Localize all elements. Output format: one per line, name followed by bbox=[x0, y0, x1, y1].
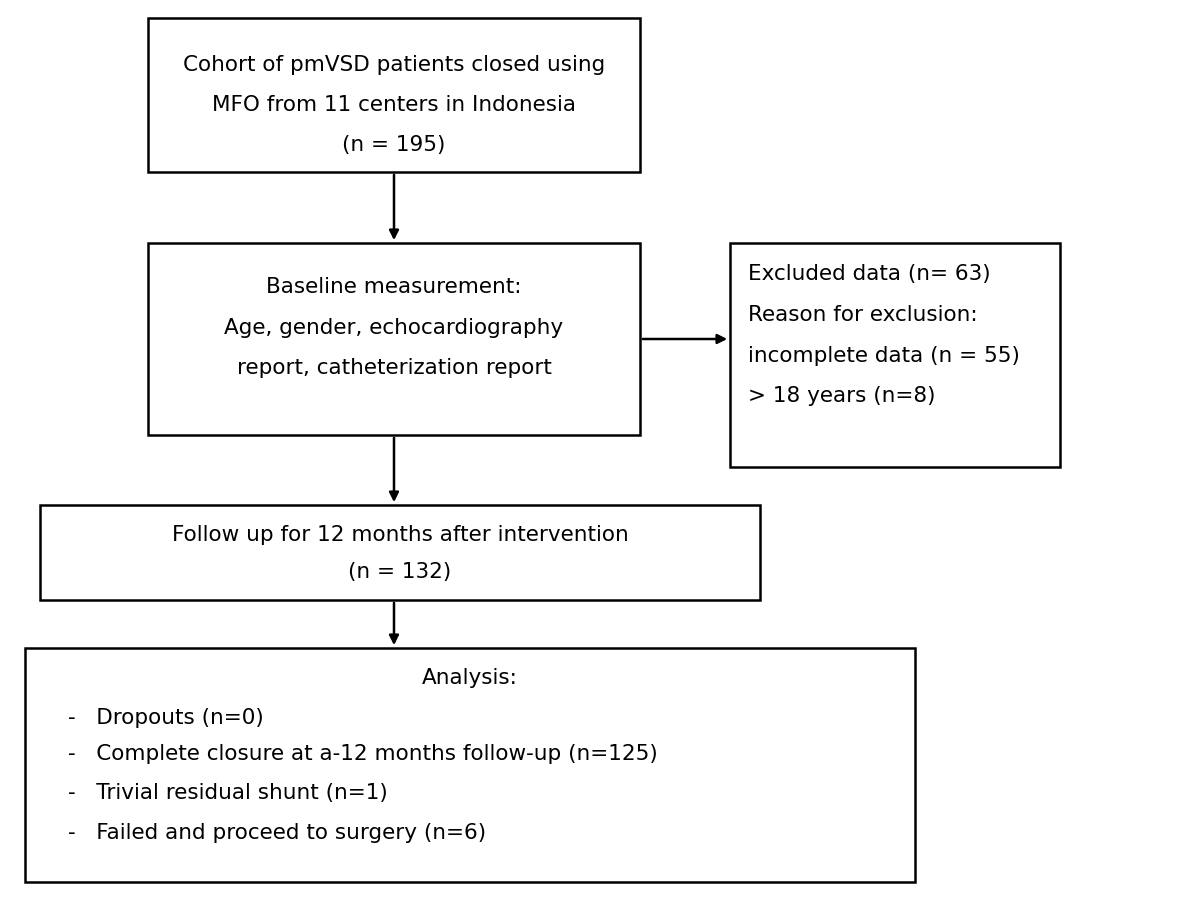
Text: Reason for exclusion:: Reason for exclusion: bbox=[748, 305, 978, 325]
Bar bbox=[25, 648, 916, 882]
Bar bbox=[148, 18, 640, 172]
Text: incomplete data (n = 55): incomplete data (n = 55) bbox=[748, 346, 1020, 366]
Text: (n = 195): (n = 195) bbox=[342, 135, 445, 155]
Text: -   Dropouts (n=0): - Dropouts (n=0) bbox=[68, 708, 264, 728]
Text: Age, gender, echocardiography: Age, gender, echocardiography bbox=[224, 318, 564, 338]
Text: Excluded data (n= 63): Excluded data (n= 63) bbox=[748, 264, 991, 284]
Text: Analysis:: Analysis: bbox=[422, 668, 518, 688]
Text: Cohort of pmVSD patients closed using: Cohort of pmVSD patients closed using bbox=[182, 55, 605, 75]
Text: (n = 132): (n = 132) bbox=[348, 562, 451, 582]
Text: -   Trivial residual shunt (n=1): - Trivial residual shunt (n=1) bbox=[68, 783, 388, 803]
Text: -   Complete closure at a-12 months follow-up (n=125): - Complete closure at a-12 months follow… bbox=[68, 744, 658, 764]
Text: report, catheterization report: report, catheterization report bbox=[236, 358, 552, 378]
Bar bbox=[730, 243, 1060, 467]
Text: -   Failed and proceed to surgery (n=6): - Failed and proceed to surgery (n=6) bbox=[68, 823, 486, 843]
Text: Follow up for 12 months after intervention: Follow up for 12 months after interventi… bbox=[172, 525, 629, 545]
Text: Baseline measurement:: Baseline measurement: bbox=[266, 277, 522, 297]
Bar bbox=[40, 505, 760, 600]
Bar bbox=[148, 243, 640, 435]
Text: > 18 years (n=8): > 18 years (n=8) bbox=[748, 386, 936, 406]
Text: MFO from 11 centers in Indonesia: MFO from 11 centers in Indonesia bbox=[212, 95, 576, 115]
